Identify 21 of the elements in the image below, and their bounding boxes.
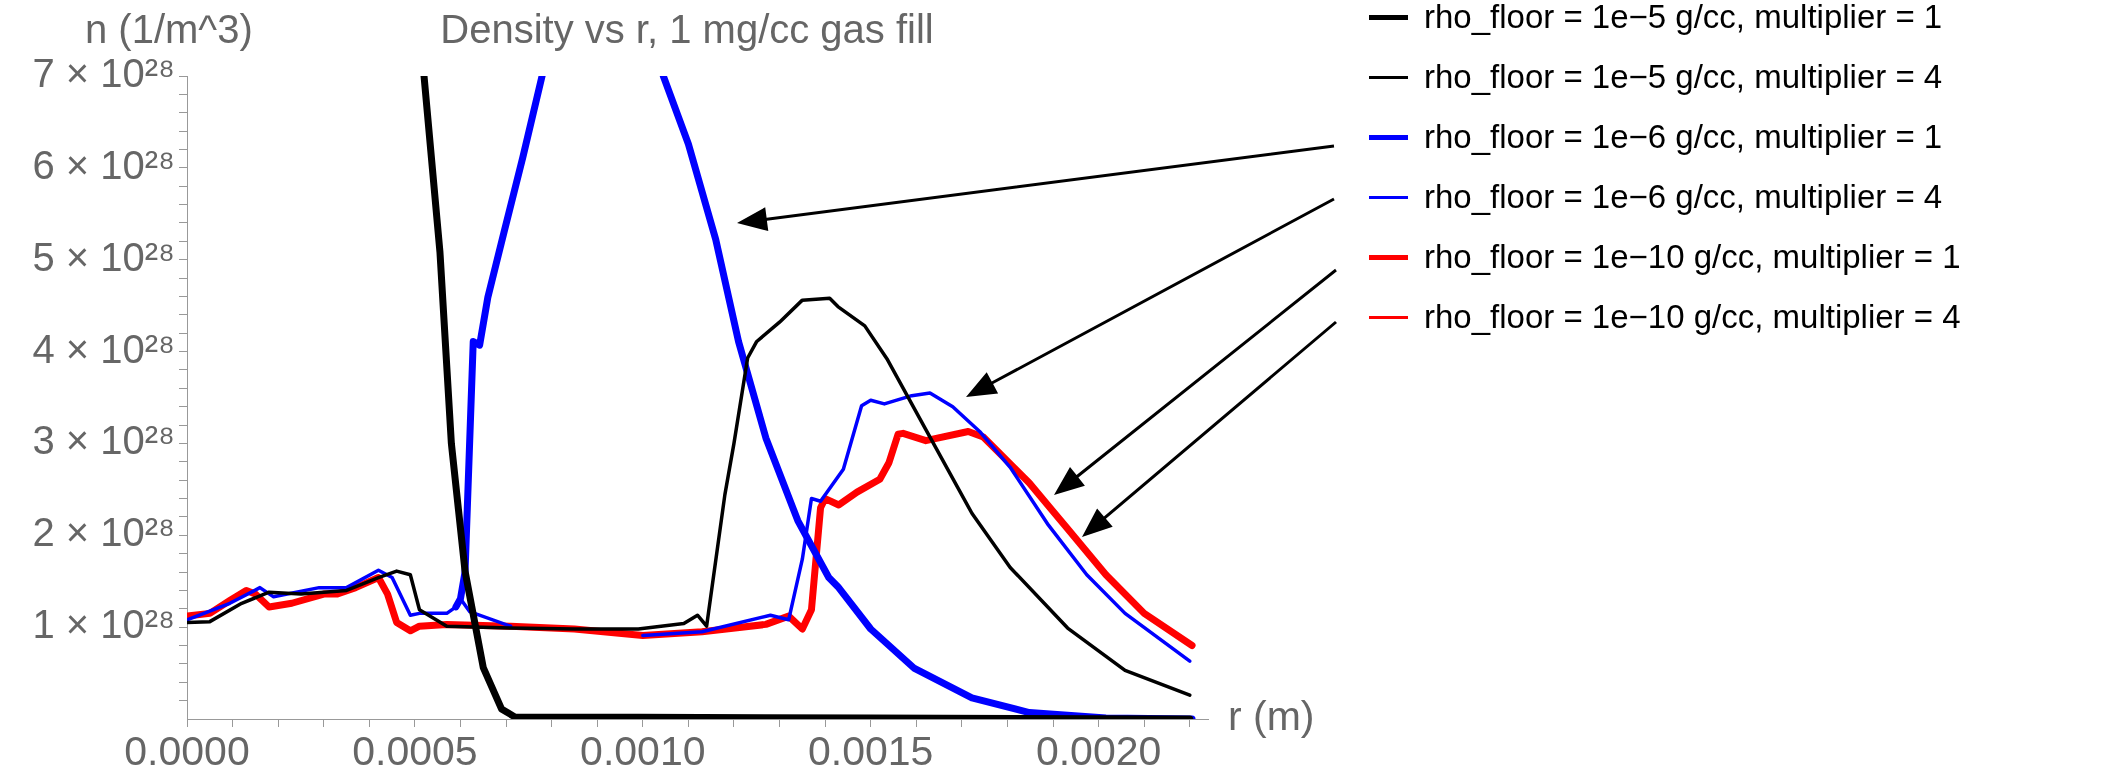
chart-title: Density vs r, 1 mg/cc gas fill [440,7,934,52]
y-tick-label: 5 × 10²⁸ [32,234,175,279]
x-tick-label: 0.0010 [580,727,706,774]
x-tick-label: 0.0015 [808,727,934,774]
y-tick-label: 2 × 10²⁸ [32,510,175,555]
y-tick-label: 4 × 10²⁸ [32,326,175,371]
legend-label: rho_floor = 1e−10 g/cc, multiplier = 1 [1424,238,1961,276]
legend-label: rho_floor = 1e−5 g/cc, multiplier = 1 [1424,0,1943,36]
x-tick-label: 0.0020 [1035,727,1162,774]
legend-label: rho_floor = 1e−6 g/cc, multiplier = 1 [1424,118,1943,156]
y-tick-label: 7 × 10²⁸ [32,51,175,96]
legend-label: rho_floor = 1e−10 g/cc, multiplier = 4 [1424,298,1961,336]
x-tick-label: 0.0005 [352,727,478,774]
legend-label: rho_floor = 1e−5 g/cc, multiplier = 4 [1424,58,1943,96]
y-tick-label: 3 × 10²⁸ [32,418,175,463]
legend-label: rho_floor = 1e−6 g/cc, multiplier = 4 [1424,178,1943,216]
y-tick-label: 6 × 10²⁸ [32,142,175,187]
x-tick-label: 0.0000 [124,727,250,774]
x-axis-title: r (m) [1228,693,1315,740]
y-axis-title: n (1/m^3) [85,7,253,52]
y-tick-label: 1 × 10²⁸ [32,602,175,647]
